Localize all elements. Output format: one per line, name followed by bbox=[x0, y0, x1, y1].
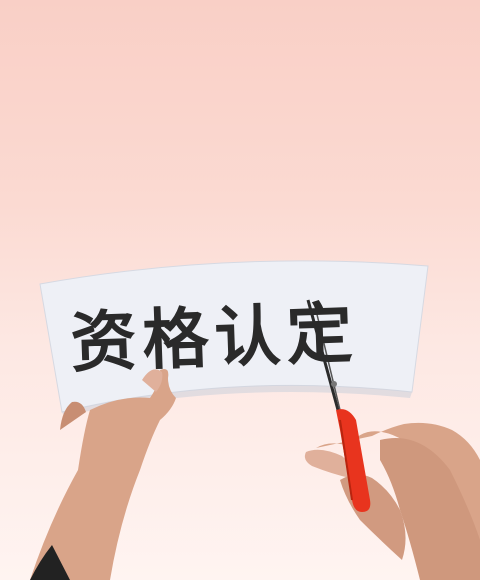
scissors bbox=[306, 299, 371, 512]
sign-text: 资格认定 bbox=[69, 293, 360, 382]
right-hand bbox=[304, 422, 480, 580]
left-hand bbox=[30, 369, 176, 580]
scissor-handle bbox=[336, 409, 371, 512]
